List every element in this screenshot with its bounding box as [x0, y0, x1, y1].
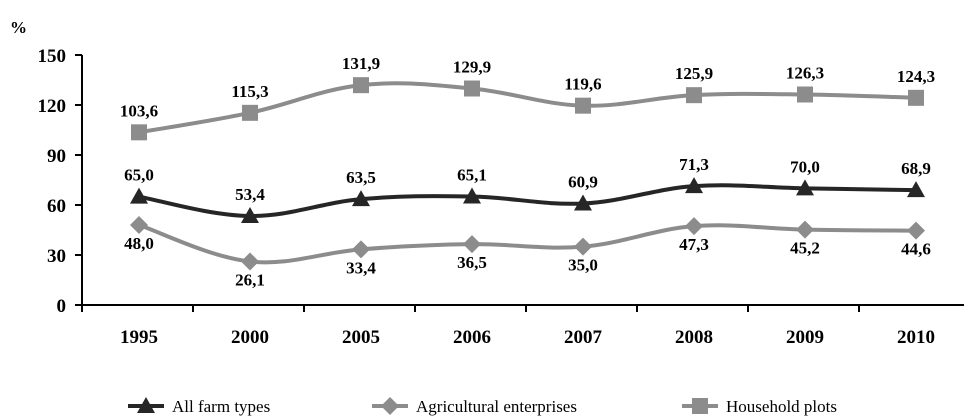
y-tick-label: 90: [47, 146, 66, 167]
x-tick-label: 1995: [120, 327, 158, 348]
legend-marker-diamond: [381, 397, 399, 415]
data-point-triangle: [463, 187, 481, 204]
data-point-square: [797, 86, 813, 103]
data-label: 71,3: [679, 155, 709, 174]
data-label: 65,1: [457, 166, 487, 185]
data-point-diamond: [685, 217, 703, 236]
data-label: 124,3: [897, 67, 935, 86]
data-point-triangle: [130, 187, 148, 204]
data-point-diamond: [241, 252, 259, 271]
data-point-square: [686, 87, 702, 104]
data-label: 33,4: [346, 258, 376, 277]
data-point-diamond: [352, 240, 370, 259]
x-tick-label: 2007: [564, 327, 603, 348]
data-point-diamond: [463, 235, 481, 254]
data-label: 125,9: [675, 64, 713, 83]
data-label: 45,2: [790, 239, 820, 258]
x-tick-label: 2009: [786, 327, 824, 348]
data-point-square: [131, 124, 147, 141]
data-point-triangle: [907, 181, 925, 198]
data-label: 36,5: [457, 253, 487, 272]
y-tick-label: 120: [38, 96, 67, 117]
legend-marker-square: [692, 398, 708, 414]
series-markers: [130, 77, 925, 271]
x-tick-label: 2006: [453, 327, 491, 348]
x-tick-label: 2008: [675, 327, 713, 348]
data-label: 126,3: [786, 64, 824, 83]
data-point-triangle: [685, 177, 703, 194]
legend-label: Household plots: [726, 397, 837, 416]
data-point-diamond: [574, 237, 592, 256]
series-line-square: [138, 81, 917, 135]
y-tick-label: 150: [38, 46, 67, 67]
data-label: 35,0: [568, 256, 598, 275]
data-label: 129,9: [453, 58, 491, 77]
x-tick-label: 2000: [231, 327, 269, 348]
series-line-diamond: [138, 223, 917, 265]
data-point-triangle: [796, 179, 814, 196]
data-label: 26,1: [235, 271, 265, 290]
data-label: 48,0: [124, 234, 154, 253]
data-point-diamond: [130, 216, 148, 234]
legend-label: Agricultural enterprises: [416, 397, 577, 416]
data-label: 131,9: [342, 54, 380, 73]
data-label: 65,0: [124, 166, 154, 185]
x-tick-label: 2005: [342, 327, 380, 348]
data-label: 119,6: [564, 75, 601, 94]
data-label: 53,4: [235, 185, 265, 204]
legend-marker-triangle: [137, 397, 155, 413]
data-label: 47,3: [679, 235, 709, 254]
x-tick-label: 2010: [897, 327, 935, 348]
data-point-square: [242, 104, 258, 121]
data-point-square: [464, 80, 480, 97]
data-point-triangle: [352, 190, 370, 207]
data-label: 70,0: [790, 157, 820, 176]
data-label: 63,5: [346, 168, 376, 187]
data-point-triangle: [574, 194, 592, 211]
data-label: 44,6: [901, 240, 931, 259]
y-unit-label: %: [10, 18, 27, 37]
data-label: 68,9: [901, 159, 931, 178]
data-point-square: [353, 77, 369, 94]
data-label: 60,9: [568, 173, 598, 192]
data-point-diamond: [796, 220, 814, 239]
data-point-square: [575, 97, 591, 114]
data-labels: 65,0 53,4 63,5 65,1 60,9 71,3 70,0 68,9 48,0 26,1…: [120, 54, 935, 289]
data-label: 103,6: [120, 101, 158, 120]
data-point-square: [908, 89, 924, 106]
legend-label: All farm types: [172, 397, 270, 416]
data-label: 115,3: [231, 82, 268, 101]
data-point-diamond: [907, 221, 925, 240]
series-lines: [138, 81, 917, 265]
y-tick-label: 0: [57, 296, 67, 317]
data-point-triangle: [241, 207, 259, 223]
y-tick-label: 30: [47, 246, 66, 267]
y-tick-label: 60: [47, 196, 66, 217]
axes: % 0 30 60 90 120 150 1995 2000 2005 2006 2007 2008 20…: [10, 18, 964, 348]
series-line-triangle: [138, 183, 917, 219]
legend: All farm types Agricultural enterprises Ho…: [128, 397, 837, 416]
